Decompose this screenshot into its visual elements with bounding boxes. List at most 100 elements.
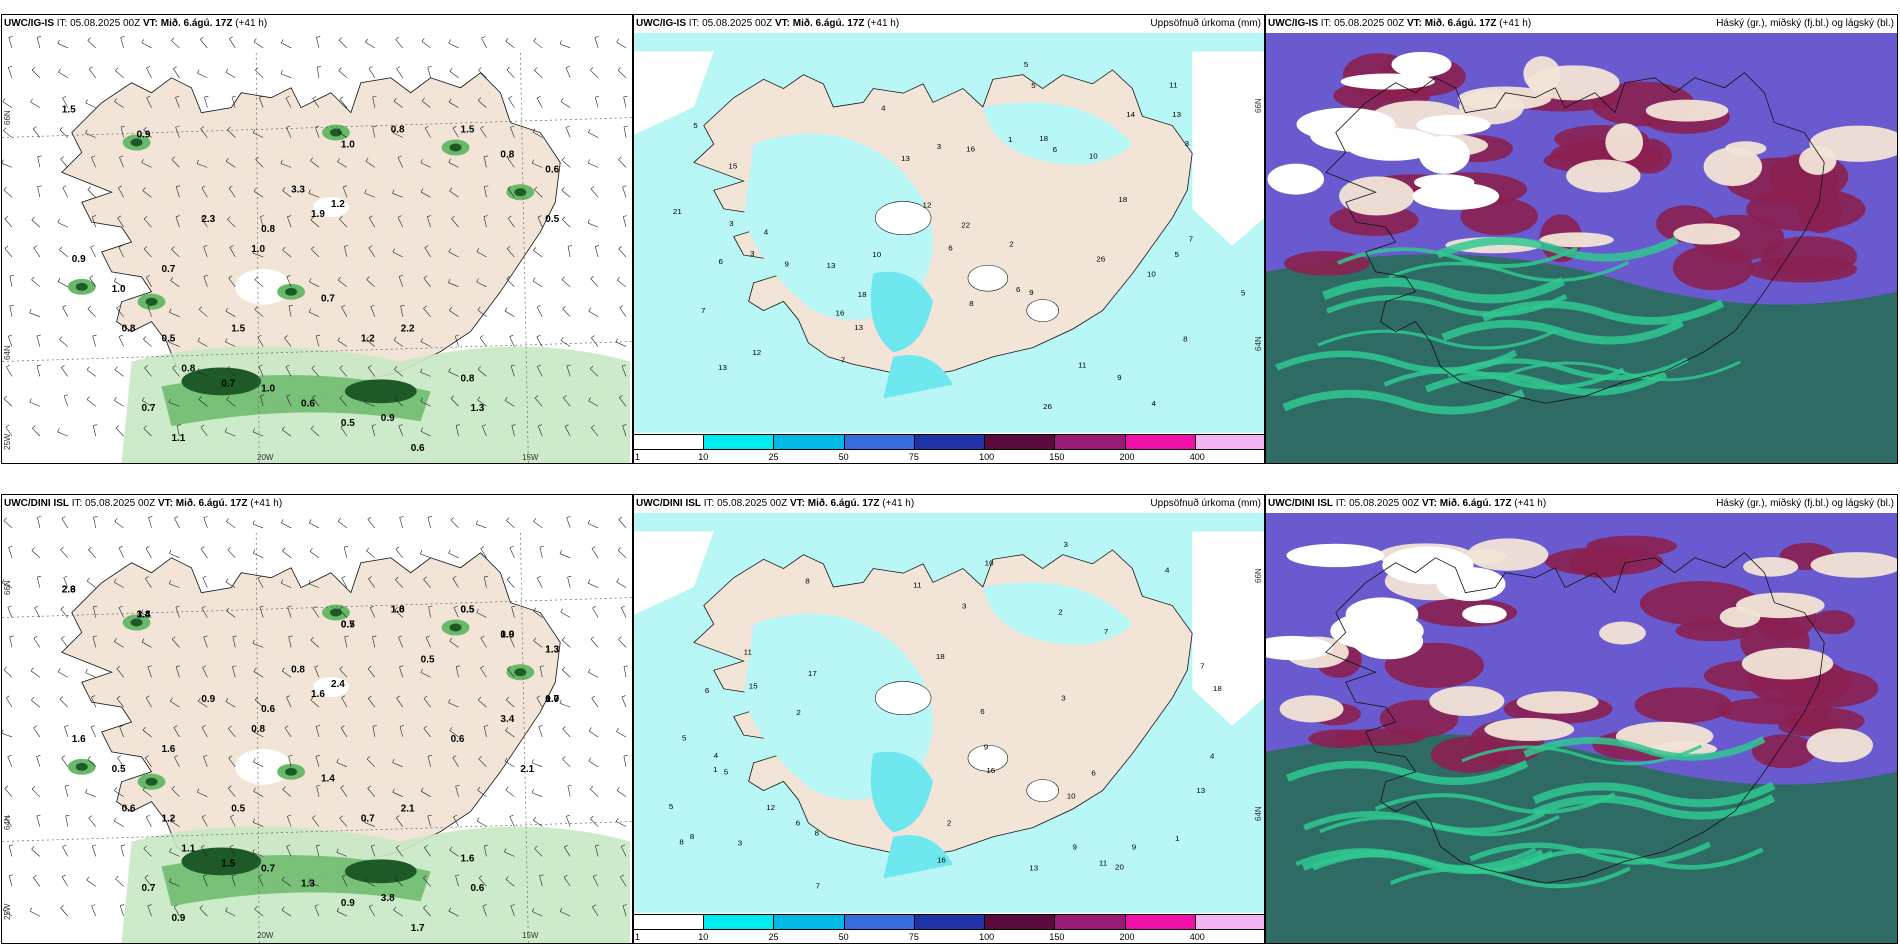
wind-barb-flag [144,365,148,369]
precip-value-label: 5 [1241,289,1245,298]
wind-barb-flag [280,159,283,164]
wind-barb [588,310,599,317]
wind-barb-flag [452,125,457,129]
wind-barb [114,820,124,827]
wind-barb-flag [506,245,511,249]
wind-barb-flag [197,337,201,342]
wind-barb-flag [9,844,14,847]
wind-barb-flag [119,155,124,158]
wind-barb [539,875,543,887]
wind-barb [91,905,96,917]
wind-barb [225,910,236,917]
wind-barb-flag [57,668,61,673]
precip-value-label: 2.1 [401,804,415,815]
colorbar-tick: 10 [698,932,709,942]
wind-barb-flag [37,516,42,518]
precip-value-label: 8 [679,838,683,847]
wind-barb [587,523,599,529]
wind-barb [372,726,376,738]
precip-area-heavy [344,859,417,884]
wind-barb-flag [452,576,457,579]
wind-barb-flag [455,334,460,337]
wind-barb-flag [92,215,97,218]
wind-barb [197,700,208,708]
wind-barb-flag [60,546,64,550]
wind-barb [202,577,208,588]
wind-barb-flag [532,907,535,912]
wind-barb-flag [364,189,367,194]
precip-value-label: 0.9 [500,629,514,640]
wind-barb [590,638,599,648]
wind-barb [618,639,627,648]
wind-barb [536,366,543,377]
wind-barb [146,277,152,287]
wind-barb [254,309,264,317]
wind-barb-flag [456,665,461,667]
precip-value-label: 8 [805,577,809,586]
precip-value-label: 0.7 [161,264,175,275]
wind-barb [341,876,348,887]
wind-barb [169,881,180,887]
wind-barb-flag [450,517,454,521]
wind-barb [8,37,13,49]
wind-barb [86,879,96,887]
clear-land-patch [1615,721,1714,751]
wind-barb-flag [257,576,262,579]
wind-barb [511,606,515,618]
clear-sky-patch [1419,135,1470,174]
precip-value-label: 4 [764,228,769,237]
wind-barb [538,726,543,738]
wind-barb [453,816,459,827]
precip-value-label: 1.0 [261,383,275,394]
precip-value-label: 7 [816,882,820,891]
wind-barb-flag [59,246,63,251]
cloud-teal-band [1469,841,1711,865]
wind-barb [564,847,571,857]
wind-barb [255,159,264,168]
precip-value-label: 4 [714,751,719,760]
cloud-high-layer [1266,734,1897,943]
wind-barb [92,335,96,347]
wind-barb [341,697,348,708]
wind-barb [114,369,124,377]
wind-barb [62,306,69,317]
wind-barb [399,666,404,678]
wind-barb [2,163,13,168]
wind-barb [448,552,459,559]
wind-barb-flag [92,844,97,847]
wind-barb [3,520,13,529]
wind-barb [340,727,348,738]
wind-barb-flag [448,248,451,253]
wind-barb [621,846,627,857]
clear-sky-patch [1340,73,1435,90]
precip-value-label: 10 [1067,792,1076,801]
wind-barb-flag [65,814,70,817]
wind-barb [448,251,459,258]
wind-barb-flag [507,666,511,670]
wind-barb-flag [252,848,255,853]
wind-barb [427,815,431,827]
wind-barb [563,397,571,407]
wind-barb [118,547,124,558]
wind-barb-flag [622,424,627,427]
wind-barb [226,610,236,618]
wind-barb [623,126,627,138]
wind-barb [252,852,264,857]
wind-barb-flag [225,307,229,312]
clear-land-patch [1605,123,1644,162]
cloud-teal-band [1325,294,1568,317]
wind-barb [339,218,348,228]
wind-barb-flag [61,636,65,639]
precip-value-label: 3 [1064,540,1068,549]
wind-barb-flag [538,424,543,427]
wind-barb [591,698,599,708]
wind-barb-flag [480,665,484,669]
wind-barb-flag [201,844,205,848]
precip-value-label: 0.6 [411,443,425,454]
precip-value-label: 1.1 [171,433,185,444]
precip-cell-core [75,762,88,771]
wind-barb [561,639,571,648]
wind-barb-flag [427,814,432,817]
wind-barb-flag [476,278,479,283]
wind-barb-flag [427,65,432,68]
